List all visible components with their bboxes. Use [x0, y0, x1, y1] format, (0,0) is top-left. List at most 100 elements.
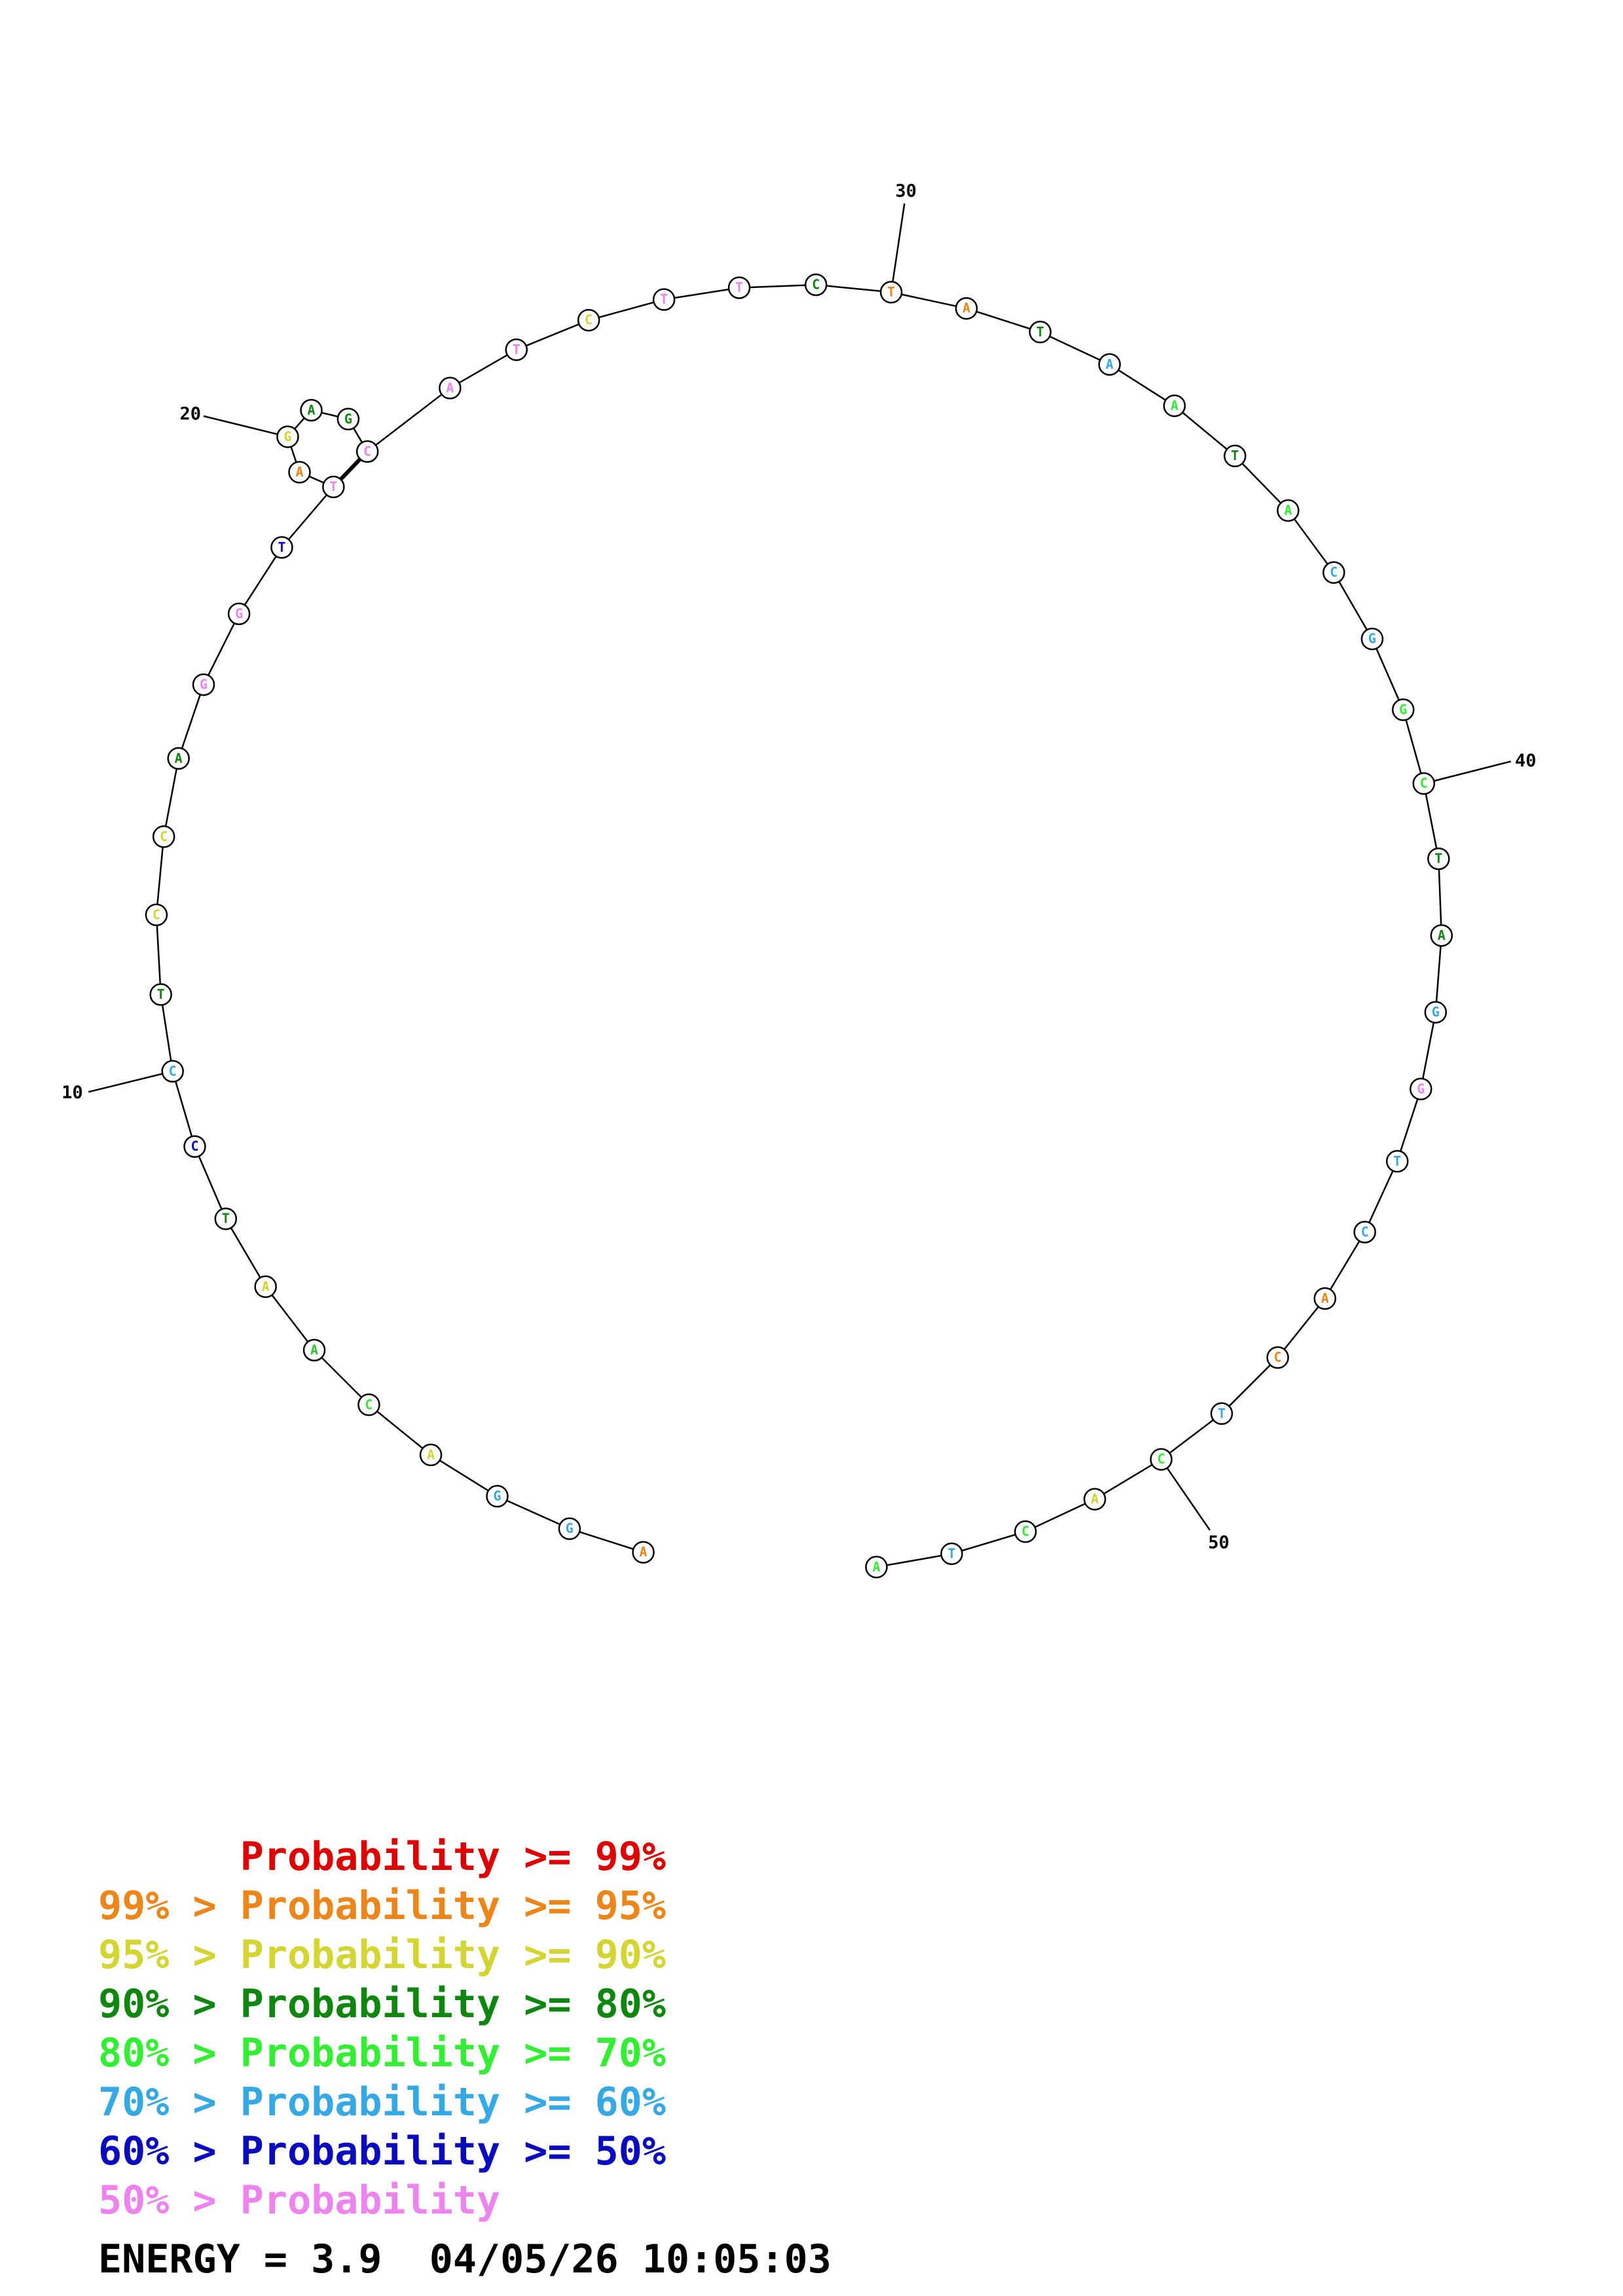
- backbone-bond: [281, 486, 335, 548]
- nucleotide-circle: [300, 399, 323, 422]
- nucleotide-circle: [727, 276, 751, 299]
- legend-text: Probability >= 80%: [240, 1981, 666, 2027]
- nucleotide: C: [1014, 1520, 1037, 1543]
- nucleotide: T: [879, 281, 903, 304]
- legend-text: Probability >= 70%: [240, 2030, 666, 2076]
- legend-row: 80% > Probability >= 70%: [98, 2029, 666, 2078]
- nucleotide-circle: [276, 425, 299, 448]
- nucleotide-circle: [254, 1275, 277, 1299]
- nucleotide-circle: [288, 461, 311, 484]
- backbone-bond: [1174, 405, 1236, 457]
- backbone-bond: [1109, 363, 1175, 407]
- position-ticks: 10 20 30 40 50: [62, 181, 1536, 1553]
- nucleotide-circle: [227, 602, 251, 626]
- nucleotide-circle: [1313, 1287, 1337, 1310]
- backbone-bond: [890, 291, 967, 310]
- nucleotide: C: [1412, 772, 1436, 795]
- backbone-bond: [162, 758, 179, 837]
- legend-prefix: 70% >: [98, 2079, 240, 2125]
- nucleotide-letter: C: [1274, 1350, 1282, 1365]
- nucleotide-letter: C: [1361, 1224, 1369, 1240]
- legend-text: Probability: [240, 2178, 501, 2223]
- nucleotide-letter: A: [962, 300, 970, 316]
- backbone-bond: [449, 349, 517, 389]
- backbone-bond: [160, 994, 173, 1071]
- nucleotide: C: [1266, 1346, 1289, 1369]
- legend-prefix: 95% >: [98, 1932, 240, 1978]
- nucleotide-circle: [183, 1135, 206, 1158]
- nucleotide-circle: [1224, 444, 1247, 467]
- nucleotide: T: [1029, 321, 1052, 344]
- nucleotide-circle: [1391, 698, 1415, 721]
- backbone-bond: [1423, 783, 1440, 859]
- backbone-bond: [816, 283, 892, 293]
- nucleotide-letter: C: [160, 829, 168, 844]
- nucleotide-letter: T: [887, 284, 895, 300]
- nucleotide: G: [1391, 698, 1415, 721]
- backbone-bond: [1221, 1357, 1279, 1414]
- backbone-bond: [1434, 935, 1443, 1013]
- nucleotide-letter: T: [660, 291, 668, 307]
- nucleotide-circle: [302, 1338, 326, 1362]
- nucleotide-circle: [805, 273, 828, 296]
- nucleotide: C: [805, 273, 828, 296]
- nucleotide-circle: [270, 536, 293, 559]
- backbone-bond: [876, 1552, 952, 1568]
- nucleotide-letter: C: [1420, 776, 1428, 791]
- nucleotide-circle: [1029, 321, 1052, 344]
- nucleotide-letter: G: [1417, 1081, 1425, 1096]
- nucleotide: T: [727, 276, 751, 299]
- nucleotide-circle: [1322, 561, 1345, 584]
- position-tick: [1423, 761, 1512, 785]
- nucleotide-letter: C: [169, 1063, 177, 1079]
- nucleotide-letter: A: [175, 750, 183, 766]
- backbone-bond: [588, 298, 665, 321]
- nucleotide: T: [322, 475, 345, 499]
- nucleotide-letter: T: [735, 279, 743, 295]
- nucleotide-letter: T: [278, 539, 285, 555]
- backbone-bond: [1324, 1231, 1366, 1299]
- legend-row: Probability >= 99%: [98, 1833, 666, 1882]
- nucleotide: A: [167, 747, 190, 770]
- nucleotide-circle: [1163, 394, 1186, 418]
- backbone-bond: [516, 319, 589, 351]
- nucleotide-letter: A: [1171, 397, 1178, 413]
- nucleotide-letter: A: [1321, 1290, 1329, 1306]
- nucleotide-circle: [486, 1484, 509, 1508]
- nucleotide-circle: [1098, 353, 1121, 376]
- position-label: 20: [179, 404, 201, 424]
- nucleotide: A: [1163, 394, 1186, 418]
- nucleotide-letter: A: [1106, 356, 1114, 372]
- legend-row: 50% > Probability: [98, 2176, 500, 2225]
- nucleotide-letter: A: [427, 1446, 435, 1462]
- nucleotide-circle: [632, 1541, 655, 1564]
- nucleotide-circle: [214, 1207, 238, 1230]
- nucleotide-letter: C: [153, 906, 160, 922]
- nucleotide-circle: [955, 296, 978, 320]
- position-label: 40: [1515, 751, 1537, 771]
- legend-prefix: 60% >: [98, 2128, 240, 2174]
- nucleotide: A: [302, 1338, 326, 1362]
- nucleotide-letter: A: [310, 1342, 318, 1357]
- nucleotide: T: [940, 1542, 963, 1566]
- nucleotide-circle: [879, 281, 903, 304]
- nucleotide: G: [1410, 1077, 1432, 1101]
- backbone-bond: [1287, 510, 1335, 573]
- nucleotide: A: [955, 296, 978, 320]
- nucleotide-circle: [1277, 499, 1300, 522]
- nucleotide-circle: [558, 1517, 581, 1540]
- nucleotide-circle: [322, 475, 345, 499]
- nucleotide: A: [1277, 499, 1300, 522]
- nucleotide: T: [149, 983, 172, 1006]
- backbone-bond: [368, 1404, 431, 1456]
- nucleotide: C: [1353, 1221, 1376, 1244]
- nucleotide: T: [1224, 444, 1247, 467]
- nucleotide: C: [1322, 561, 1345, 584]
- backbone-bond: [1234, 455, 1289, 511]
- nucleotide-letter: T: [1218, 1405, 1226, 1421]
- backbone-bond: [1364, 1160, 1398, 1233]
- legend-prefix: 90% >: [98, 1981, 240, 2027]
- nucleotide: C: [145, 903, 168, 927]
- nucleotide-letter: G: [1399, 702, 1407, 717]
